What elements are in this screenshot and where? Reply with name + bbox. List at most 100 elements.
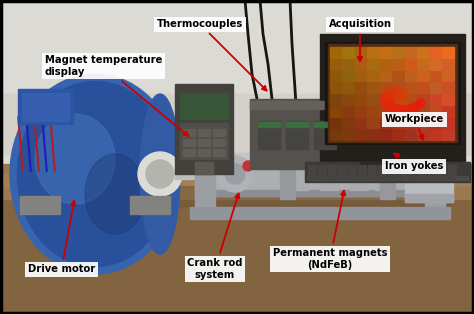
Circle shape bbox=[384, 101, 395, 112]
Bar bbox=[418, 165, 426, 169]
Bar bbox=[443, 82, 454, 93]
Bar bbox=[280, 151, 395, 159]
Ellipse shape bbox=[35, 114, 115, 204]
Bar bbox=[325, 42, 460, 144]
Bar bbox=[367, 129, 379, 140]
Bar bbox=[392, 106, 404, 116]
Bar bbox=[318, 165, 326, 169]
Bar bbox=[195, 154, 215, 214]
Bar bbox=[367, 47, 379, 58]
Ellipse shape bbox=[10, 74, 180, 274]
Bar bbox=[378, 175, 386, 179]
Bar bbox=[180, 93, 228, 119]
Bar bbox=[367, 71, 379, 81]
Bar bbox=[330, 129, 341, 140]
Bar bbox=[350, 161, 368, 166]
Bar bbox=[355, 82, 366, 93]
Bar bbox=[378, 170, 386, 174]
Bar bbox=[380, 94, 392, 105]
Bar bbox=[380, 106, 392, 116]
Ellipse shape bbox=[18, 82, 173, 267]
Bar bbox=[314, 122, 336, 127]
Bar bbox=[443, 117, 454, 128]
Bar bbox=[343, 129, 354, 140]
Bar bbox=[330, 71, 341, 81]
Bar bbox=[368, 165, 376, 169]
Bar bbox=[358, 165, 366, 169]
Text: Workpiece: Workpiece bbox=[385, 114, 444, 139]
Circle shape bbox=[394, 89, 409, 103]
Bar bbox=[448, 165, 456, 169]
Text: Drive motor: Drive motor bbox=[28, 201, 95, 274]
Bar bbox=[430, 59, 441, 69]
Circle shape bbox=[400, 105, 410, 115]
Circle shape bbox=[138, 152, 182, 196]
Bar bbox=[355, 94, 366, 105]
Bar bbox=[408, 165, 416, 169]
Text: Crank rod
system: Crank rod system bbox=[187, 194, 243, 280]
Bar bbox=[330, 59, 341, 69]
Circle shape bbox=[381, 95, 392, 106]
Bar bbox=[405, 147, 453, 202]
Circle shape bbox=[393, 89, 409, 105]
Bar bbox=[392, 59, 404, 69]
Bar bbox=[388, 165, 396, 169]
Bar bbox=[378, 165, 386, 169]
Bar bbox=[418, 59, 429, 69]
Bar bbox=[398, 170, 406, 174]
Bar bbox=[418, 71, 429, 81]
Circle shape bbox=[383, 89, 395, 102]
Bar bbox=[392, 71, 404, 81]
Bar bbox=[430, 71, 441, 81]
Bar bbox=[430, 106, 441, 116]
Bar bbox=[0, 0, 474, 184]
Bar bbox=[405, 106, 417, 116]
Bar bbox=[307, 176, 468, 180]
Bar bbox=[286, 122, 308, 127]
Text: Thermocouples: Thermocouples bbox=[157, 19, 266, 91]
Bar bbox=[308, 165, 316, 169]
Bar bbox=[418, 94, 429, 105]
Bar bbox=[408, 151, 450, 159]
Bar bbox=[443, 129, 454, 140]
Bar bbox=[430, 117, 441, 128]
Bar bbox=[375, 160, 393, 190]
Bar bbox=[343, 117, 354, 128]
Bar bbox=[20, 196, 60, 214]
Bar bbox=[418, 117, 429, 128]
Bar bbox=[328, 44, 457, 142]
Bar bbox=[175, 84, 233, 174]
Bar bbox=[438, 165, 446, 169]
Bar bbox=[380, 117, 392, 128]
Bar bbox=[330, 106, 341, 116]
Bar bbox=[367, 59, 379, 69]
Bar bbox=[443, 59, 454, 69]
Bar bbox=[330, 94, 341, 105]
Circle shape bbox=[406, 104, 416, 113]
Bar bbox=[343, 59, 354, 69]
Bar bbox=[425, 152, 445, 214]
Bar bbox=[368, 175, 376, 179]
Ellipse shape bbox=[85, 154, 145, 234]
Bar bbox=[418, 82, 429, 93]
Bar bbox=[60, 186, 450, 206]
FancyArrowPatch shape bbox=[18, 117, 23, 171]
Bar bbox=[405, 59, 417, 69]
Bar bbox=[18, 89, 73, 124]
Bar bbox=[443, 94, 454, 105]
Bar bbox=[430, 94, 441, 105]
Bar bbox=[213, 129, 225, 136]
Circle shape bbox=[391, 90, 407, 106]
Bar bbox=[338, 165, 346, 169]
Bar bbox=[380, 154, 395, 199]
Bar bbox=[250, 101, 345, 109]
Bar bbox=[343, 71, 354, 81]
Bar bbox=[438, 175, 446, 179]
Circle shape bbox=[389, 103, 399, 114]
Bar bbox=[428, 165, 436, 169]
Circle shape bbox=[392, 87, 406, 101]
Bar bbox=[405, 129, 417, 140]
Bar bbox=[388, 175, 396, 179]
Bar bbox=[0, 94, 474, 154]
Bar bbox=[308, 175, 316, 179]
